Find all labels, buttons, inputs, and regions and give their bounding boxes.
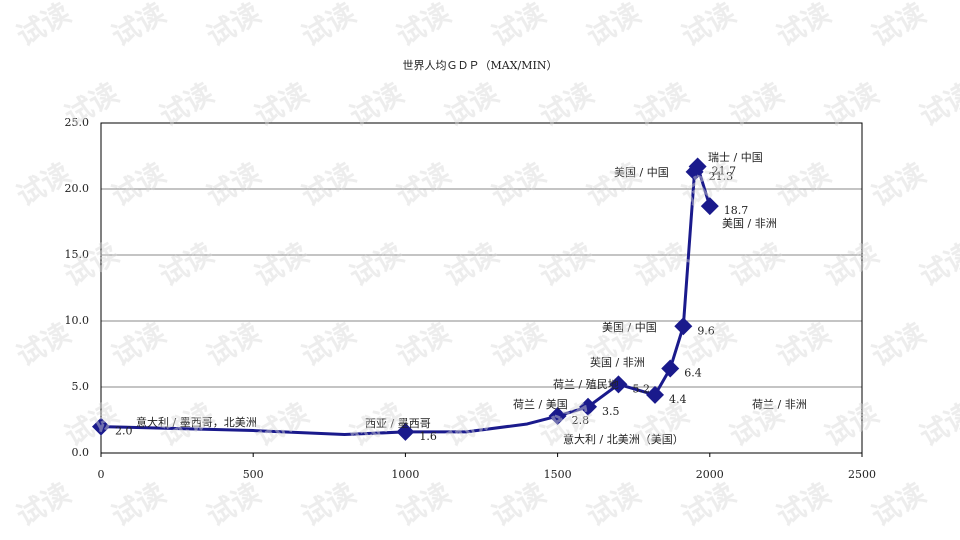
annotation: 荷兰 / 非洲 (752, 398, 807, 411)
annotation: 意大利 / 北美洲（美国） (563, 432, 684, 446)
x-tick-label: 500 (243, 468, 264, 481)
y-tick-label: 20.0 (65, 182, 90, 195)
plot-border (100, 122, 863, 454)
y-tick-label: 5.0 (72, 380, 90, 393)
value-label: 2.8 (572, 414, 590, 427)
annotation: 意大利 / 墨西哥，北美洲 (136, 415, 257, 429)
value-label: 5.2 (632, 382, 650, 395)
value-label: 3.5 (602, 405, 620, 418)
annotation: 西亚 / 墨西哥 (365, 417, 431, 430)
marker (661, 359, 680, 378)
x-tick-label: 0 (98, 468, 105, 481)
value-label: 2.0 (115, 425, 133, 438)
y-tick-label: 25.0 (65, 116, 90, 129)
y-tick-label: 10.0 (65, 314, 90, 327)
value-label: 21.7 (712, 165, 737, 178)
marker (396, 422, 415, 441)
x-tick-label: 1000 (391, 468, 419, 481)
value-label: 4.4 (669, 393, 687, 406)
value-label: 6.4 (684, 367, 702, 380)
marker (92, 417, 110, 436)
marker (688, 157, 707, 176)
marker (674, 317, 693, 336)
value-label: 18.7 (724, 204, 749, 217)
y-tick-label: 0.0 (72, 446, 90, 459)
annotation: 英国 / 非洲 (590, 355, 645, 369)
y-tick-label: 15.0 (65, 248, 90, 261)
annotation: 美国 / 中国 (602, 321, 657, 334)
value-label: 1.6 (419, 430, 437, 443)
annotation: 美国 / 中国 (614, 166, 669, 179)
marker (548, 407, 567, 426)
x-tick-label: 1500 (544, 468, 572, 481)
value-label: 21.3 (709, 170, 734, 183)
chart-title: 世界人均ＧＤＰ（MAX/MIN） (403, 59, 558, 72)
value-label: 9.6 (697, 324, 715, 337)
x-tick-label: 2000 (696, 468, 724, 481)
annotation: 瑞士 / 中国 (708, 150, 763, 164)
marker (579, 397, 598, 416)
x-tick-label: 2500 (848, 468, 876, 481)
annotation: 荷兰 / 殖民地 (553, 378, 619, 391)
marker (609, 375, 628, 394)
marker (646, 385, 665, 404)
annotation: 荷兰 / 美国 (513, 398, 568, 411)
annotation: 美国 / 非洲 (722, 217, 777, 230)
marker (700, 197, 719, 216)
